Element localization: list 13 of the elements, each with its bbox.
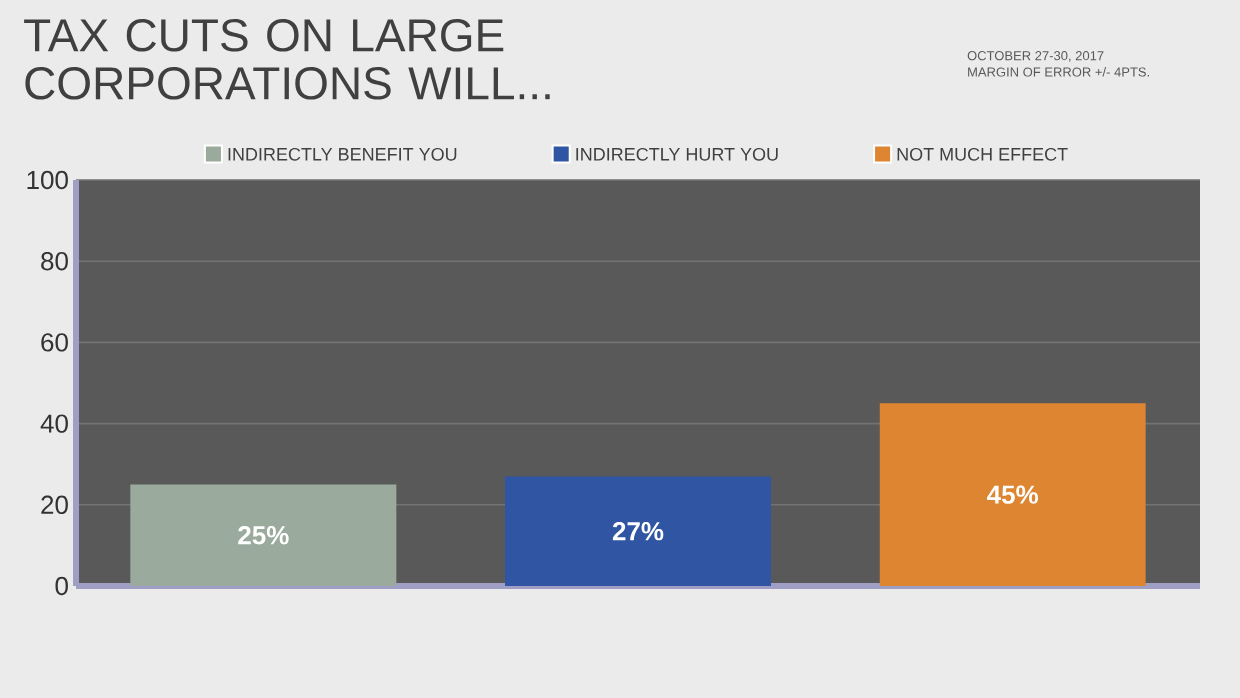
- data-label: 45%: [987, 485, 1038, 504]
- chart-title: TAX CUTS ON LARGE CORPORATIONS WILL...: [24, 19, 550, 100]
- y-tick-label: 100: [27, 170, 68, 190]
- legend-label: INDIRECTLY HURT YOU: [576, 147, 778, 161]
- y-tick-label: 40: [40, 414, 68, 433]
- y-tick-label: 80: [41, 251, 68, 271]
- legend-label: INDIRECTLY BENEFIT YOU: [228, 147, 457, 161]
- y-tick-label: 60: [41, 333, 68, 352]
- y-tick-label: 0: [55, 576, 68, 596]
- data-label: 25%: [238, 526, 289, 545]
- data-label: 27%: [612, 522, 664, 541]
- y-tick-label: 20: [41, 495, 68, 514]
- legend-label: NOT MUCH EFFECT: [897, 147, 1068, 161]
